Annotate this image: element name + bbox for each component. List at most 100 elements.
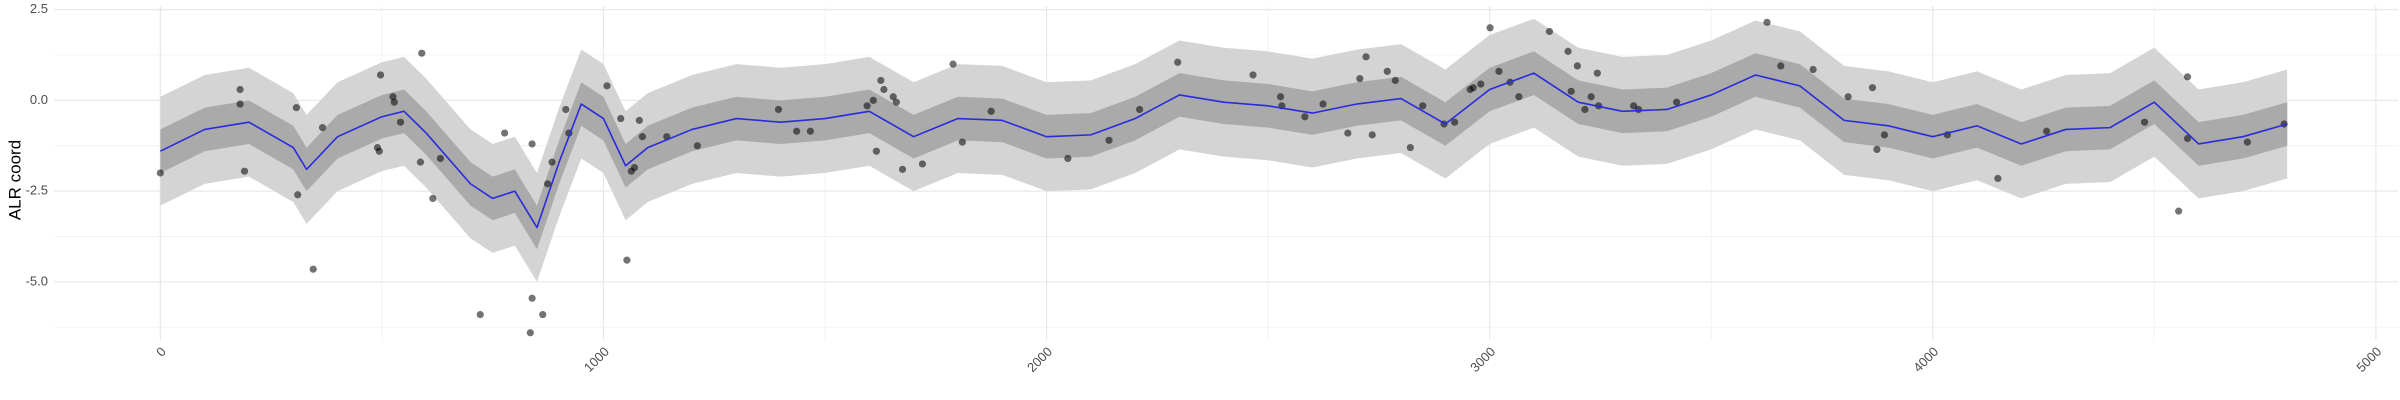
data-point: [623, 256, 631, 264]
data-point: [1593, 69, 1601, 77]
data-point: [539, 310, 547, 319]
data-point: [872, 147, 880, 155]
data-point: [562, 105, 570, 114]
data-point: [1515, 93, 1523, 101]
confidence-band: [160, 51, 2288, 250]
data-point: [1276, 93, 1285, 101]
data-point: [1873, 145, 1881, 154]
data-point: [501, 129, 509, 137]
data-point: [1105, 136, 1113, 144]
data-point: [476, 310, 484, 319]
data-point: [1880, 131, 1889, 139]
data-point: [416, 158, 425, 166]
data-point: [603, 82, 611, 90]
y-tick-label: -5.0: [26, 273, 48, 288]
data-point: [1419, 102, 1427, 110]
data-point: [1486, 24, 1494, 32]
data-point: [1567, 87, 1575, 95]
data-point: [318, 124, 327, 132]
data-point: [2243, 138, 2251, 146]
y-axis-title: ALR coord: [5, 140, 24, 220]
data-point: [1469, 84, 1477, 92]
data-point: [898, 165, 907, 173]
data-point: [1634, 105, 1643, 114]
data-point: [987, 107, 995, 115]
data-point: [548, 158, 556, 166]
y-tick-label: 2.5: [30, 1, 48, 16]
data-point: [1545, 27, 1554, 36]
data-point: [693, 142, 701, 150]
data-point: [806, 127, 814, 135]
data-point: [958, 138, 966, 146]
data-point: [1763, 18, 1771, 26]
data-point: [236, 85, 244, 94]
data-point: [528, 294, 536, 302]
data-point: [1391, 76, 1399, 85]
data-point: [863, 102, 871, 110]
data-point: [292, 104, 300, 112]
data-point: [877, 76, 885, 85]
data-point: [2175, 207, 2183, 215]
data-point: [638, 133, 647, 141]
data-point: [892, 98, 900, 106]
data-point: [949, 60, 957, 68]
data-point: [617, 114, 625, 123]
fit-line: [159, 72, 2288, 229]
data-point: [1994, 174, 2002, 183]
data-point: [1249, 71, 1257, 79]
data-point: [774, 105, 783, 114]
data-point: [390, 98, 398, 106]
data-point: [1319, 100, 1327, 108]
data-point: [2140, 118, 2149, 126]
data-point: [1383, 67, 1391, 75]
data-point: [880, 85, 888, 94]
data-point: [630, 163, 639, 172]
data-point: [1477, 80, 1485, 88]
data-point: [889, 93, 897, 101]
data-point: [1495, 67, 1503, 75]
data-point: [1356, 75, 1364, 83]
data-point: [2183, 134, 2192, 143]
data-point: [1135, 105, 1144, 114]
data-point: [544, 180, 552, 188]
data-point: [376, 71, 385, 79]
data-point: [528, 140, 536, 148]
data-point: [635, 116, 643, 124]
data-point: [1844, 93, 1852, 101]
data-point: [1809, 65, 1817, 74]
data-point: [918, 160, 927, 168]
y-tick-label: 0.0: [30, 92, 48, 107]
data-point: [1451, 118, 1459, 126]
data-point: [2183, 73, 2192, 81]
data-point: [1573, 62, 1581, 70]
data-point: [236, 100, 244, 108]
data-point: [396, 118, 405, 126]
data-point: [1368, 131, 1376, 139]
data-point: [156, 169, 164, 177]
data-point: [1673, 98, 1681, 106]
data-point: [1174, 58, 1182, 66]
data-point: [1868, 84, 1877, 92]
data-point: [869, 96, 877, 104]
data-point: [375, 147, 383, 155]
data-point: [389, 93, 397, 101]
data-point: [1406, 143, 1414, 152]
data-point: [1587, 93, 1595, 101]
data-point: [793, 127, 801, 135]
data-point: [1064, 154, 1072, 163]
data-point: [1362, 53, 1370, 61]
data-point: [429, 194, 437, 203]
data-point: [436, 154, 444, 163]
data-point: [240, 167, 249, 175]
data-point: [526, 329, 534, 337]
data-point: [1344, 129, 1352, 137]
data-point: [2043, 127, 2051, 135]
data-point: [294, 191, 302, 199]
data-point: [1564, 47, 1572, 55]
data-point: [418, 49, 426, 57]
data-point: [1581, 105, 1589, 114]
data-point: [309, 265, 317, 273]
data-point: [1301, 113, 1309, 121]
